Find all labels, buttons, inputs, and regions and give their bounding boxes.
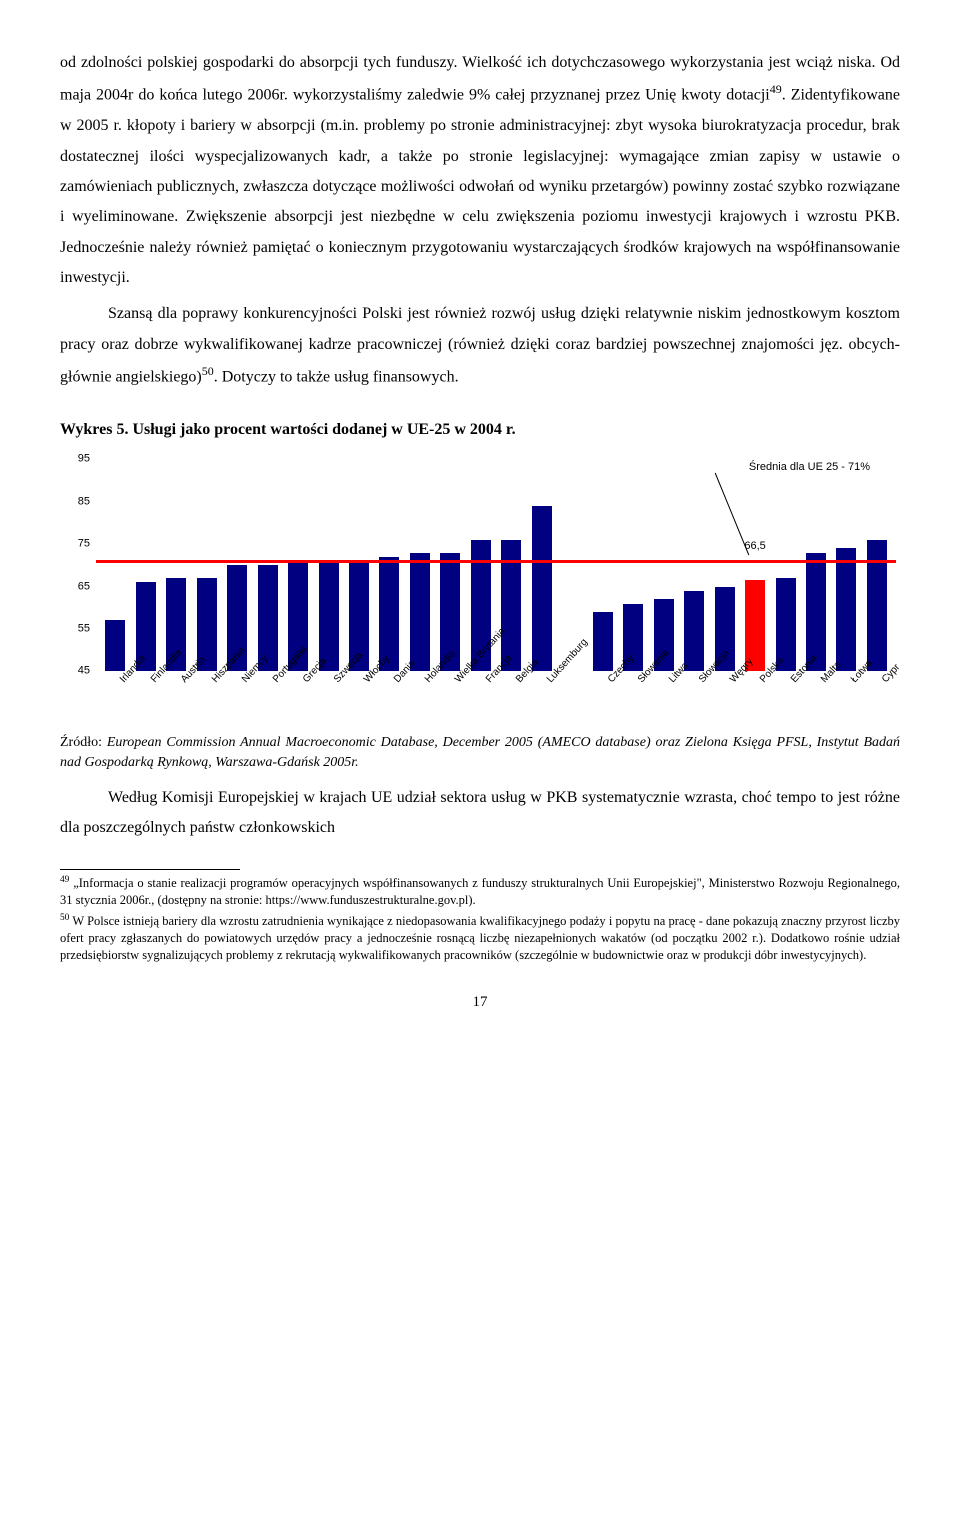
bar bbox=[319, 561, 339, 671]
x-label: Holandia bbox=[405, 671, 435, 725]
footnote-50: 50 W Polsce istnieją bariery dla wzrostu… bbox=[60, 912, 900, 964]
x-label bbox=[557, 671, 587, 725]
bar-column bbox=[862, 459, 892, 671]
x-label: Irlandia bbox=[100, 671, 130, 725]
x-label: Austria bbox=[161, 671, 191, 725]
fn50-text: W Polsce istnieją bariery dla wzrostu za… bbox=[60, 914, 900, 962]
chart-source: Źródło: European Commission Annual Macro… bbox=[60, 733, 900, 772]
paragraph-2: Szansą dla poprawy konkurencyjności Pols… bbox=[60, 299, 900, 393]
y-tick: 45 bbox=[78, 661, 90, 682]
chart-legend: Średnia dla UE 25 - 71% bbox=[749, 457, 870, 478]
bar bbox=[410, 553, 430, 672]
bar bbox=[836, 548, 856, 671]
y-tick: 95 bbox=[78, 449, 90, 470]
bar-column bbox=[588, 459, 618, 671]
x-label: Łotwa bbox=[831, 671, 861, 725]
chart-title: Wykres 5. Usługi jako procent wartości d… bbox=[60, 415, 900, 445]
x-label: Luksemburg bbox=[527, 671, 557, 725]
source-lead: Źródło: bbox=[60, 735, 107, 750]
x-label: Węgry bbox=[709, 671, 739, 725]
bar-column bbox=[283, 459, 313, 671]
bar bbox=[593, 612, 613, 671]
bar-column bbox=[831, 459, 861, 671]
bar-column bbox=[161, 459, 191, 671]
reference-line bbox=[96, 560, 896, 563]
footnote-49: 49 „Informacja o stanie realizacji progr… bbox=[60, 874, 900, 909]
bar-chart: 455565758595 66,5 IrlandiaFinlandiaAustr… bbox=[60, 455, 900, 725]
x-label: Cypr bbox=[862, 671, 892, 725]
x-label: Niemcy bbox=[222, 671, 252, 725]
bar-column bbox=[252, 459, 282, 671]
x-label: Wielka Brytania bbox=[435, 671, 465, 725]
bar-column bbox=[618, 459, 648, 671]
x-label: Estonia bbox=[770, 671, 800, 725]
x-label: Włochy bbox=[344, 671, 374, 725]
bar-column: 66,5 bbox=[740, 459, 770, 671]
y-tick: 85 bbox=[78, 491, 90, 512]
bar-column bbox=[770, 459, 800, 671]
x-label: Litwa bbox=[648, 671, 678, 725]
x-axis-labels: IrlandiaFinlandiaAustriaHiszpaniaNiemcyP… bbox=[96, 671, 896, 725]
x-label: Dania bbox=[374, 671, 404, 725]
p2-text: Szansą dla poprawy konkurencyjności Pols… bbox=[60, 305, 900, 385]
bar-column bbox=[374, 459, 404, 671]
bar-column bbox=[648, 459, 678, 671]
x-label: Słowenia bbox=[618, 671, 648, 725]
fn50-sup: 50 bbox=[60, 913, 69, 923]
x-label: Malta bbox=[801, 671, 831, 725]
bar-column bbox=[100, 459, 130, 671]
footnote-rule bbox=[60, 869, 240, 870]
bar-column bbox=[709, 459, 739, 671]
bar bbox=[532, 506, 552, 671]
x-label: Czechy bbox=[588, 671, 618, 725]
source-italic: European Commission Annual Macroeconomic… bbox=[60, 735, 900, 770]
fn49-text: „Informacja o stanie realizacji programó… bbox=[60, 876, 900, 907]
x-label: Szwecja bbox=[313, 671, 343, 725]
y-tick: 75 bbox=[78, 534, 90, 555]
bar-column bbox=[313, 459, 343, 671]
y-tick: 55 bbox=[78, 618, 90, 639]
x-label: Słowacja bbox=[679, 671, 709, 725]
x-label: Grecja bbox=[283, 671, 313, 725]
x-label: Portugalia bbox=[252, 671, 282, 725]
bar-column bbox=[679, 459, 709, 671]
x-label: Hiszpania bbox=[191, 671, 221, 725]
paragraph-1: od zdolności polskiej gospodarki do abso… bbox=[60, 48, 900, 293]
paragraph-3: Według Komisji Europejskiej w krajach UE… bbox=[60, 783, 900, 844]
x-label: Belgia bbox=[496, 671, 526, 725]
y-tick: 65 bbox=[78, 576, 90, 597]
bar bbox=[105, 620, 125, 671]
p2-cont: . Dotyczy to także usług finansowych. bbox=[214, 369, 459, 386]
p1-cont: . Zidentyfikowane w 2005 r. kłopoty i ba… bbox=[60, 87, 900, 286]
bar-column bbox=[191, 459, 221, 671]
fn49-sup: 49 bbox=[60, 875, 69, 885]
bar-column bbox=[527, 459, 557, 671]
p2-sup: 50 bbox=[202, 364, 214, 378]
bar-value-label: 66,5 bbox=[744, 536, 765, 557]
p1-sup: 49 bbox=[770, 82, 782, 96]
x-label: Francja bbox=[466, 671, 496, 725]
x-label: Finlandia bbox=[130, 671, 160, 725]
bar-column bbox=[405, 459, 435, 671]
y-axis: 455565758595 bbox=[60, 459, 96, 671]
x-label: Polska bbox=[740, 671, 770, 725]
bar-column bbox=[435, 459, 465, 671]
bar bbox=[684, 591, 704, 672]
bar-column bbox=[801, 459, 831, 671]
bar-column bbox=[222, 459, 252, 671]
bar-column bbox=[130, 459, 160, 671]
page-number: 17 bbox=[60, 988, 900, 1017]
bar-column bbox=[344, 459, 374, 671]
